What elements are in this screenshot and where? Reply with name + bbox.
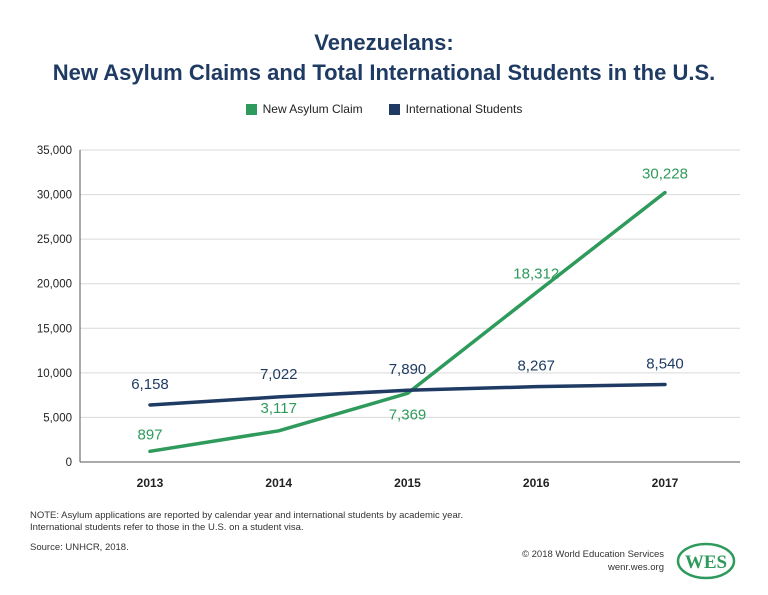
data-label-students: 7,022 (260, 366, 298, 383)
source-note: Source: UNHCR, 2018. (30, 542, 129, 553)
chart-title-line1: Venezuelans: (314, 30, 454, 55)
note-line2: International students refer to those in… (30, 522, 304, 533)
y-tick-label: 10,000 (37, 368, 72, 380)
legend: New Asylum Claim International Students (0, 102, 768, 116)
x-tick-label: 2013 (137, 476, 164, 490)
x-tick-label: 2014 (265, 476, 292, 490)
logo-text: WES (685, 552, 727, 573)
legend-label-asylum: New Asylum Claim (262, 102, 363, 116)
data-label-asylum: 7,369 (389, 406, 427, 423)
x-tick-label: 2016 (523, 476, 550, 490)
data-label-asylum: 18,312 (513, 266, 559, 283)
y-tick-label: 0 (66, 457, 72, 469)
series-line-asylum (148, 190, 667, 454)
legend-swatch-students (388, 103, 400, 115)
wes-logo: WES (676, 542, 736, 580)
y-tick-label: 25,000 (37, 234, 72, 246)
note-line1: NOTE: Asylum applications are reported b… (30, 510, 464, 521)
site-url: wenr.wes.org (608, 562, 664, 573)
legend-item-asylum: New Asylum Claim (245, 102, 363, 116)
legend-item-students: International Students (388, 102, 523, 116)
series-line-students (148, 382, 667, 407)
y-tick-label: 35,000 (37, 145, 72, 157)
legend-swatch-asylum (245, 103, 257, 115)
data-label-students: 7,890 (389, 361, 427, 378)
data-label-asylum: 897 (137, 426, 162, 443)
copyright: © 2018 World Education Services (521, 549, 664, 560)
y-tick-label: 15,000 (37, 323, 72, 335)
y-tick-label: 20,000 (37, 279, 72, 291)
data-label-students: 6,158 (131, 376, 169, 393)
data-label-asylum: 30,228 (642, 166, 688, 183)
data-label-asylum: 3,117 (261, 400, 297, 417)
data-label-students: 8,540 (646, 355, 684, 372)
y-tick-label: 30,000 (37, 190, 72, 202)
legend-label-students: International Students (405, 102, 523, 116)
chart-title-line2: New Asylum Claims and Total Internationa… (52, 60, 716, 85)
data-label-students: 8,267 (517, 358, 555, 375)
x-tick-label: 2017 (652, 476, 679, 490)
y-tick-label: 5,000 (43, 412, 72, 424)
x-tick-label: 2015 (394, 476, 421, 490)
